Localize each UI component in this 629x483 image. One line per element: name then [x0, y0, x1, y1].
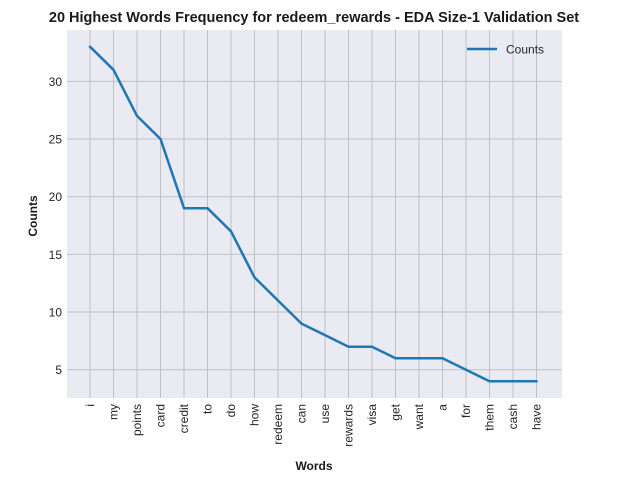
x-tick-label: points: [130, 404, 144, 436]
x-tick-label: how: [248, 404, 262, 426]
chart-title: 20 Highest Words Frequency for redeem_re…: [49, 10, 579, 26]
x-tick-label: want: [412, 403, 426, 430]
x-tick-label: redeem: [271, 404, 285, 445]
x-tick-label: to: [201, 404, 215, 414]
legend-label: Counts: [506, 43, 544, 57]
x-tick-label: can: [295, 404, 309, 423]
x-tick-label: visa: [365, 404, 379, 426]
x-tick-label: i: [83, 404, 97, 407]
y-tick-label: 5: [55, 363, 62, 377]
x-tick-label: have: [530, 404, 544, 430]
x-tick-label: card: [154, 404, 168, 427]
x-tick-label: use: [318, 404, 332, 424]
x-tick-label: them: [483, 404, 497, 431]
x-tick-label: my: [107, 404, 121, 420]
y-tick-label: 10: [49, 306, 63, 320]
series-layer: [88, 45, 538, 383]
x-tick-label: credit: [177, 403, 191, 433]
y-tick-label: 25: [49, 133, 63, 147]
x-tick-label: for: [459, 404, 473, 418]
y-tick-label: 20: [49, 190, 63, 204]
legend: Counts: [467, 43, 544, 57]
x-tick-label: cash: [506, 404, 520, 429]
y-tick-label: 15: [49, 248, 63, 262]
x-tick-label: rewards: [342, 404, 356, 447]
series-line-counts: [88, 45, 538, 383]
y-ticks: 5 10 15 20 25 30: [49, 75, 63, 377]
y-tick-label: 30: [49, 75, 63, 89]
plot-area: [67, 30, 562, 398]
grid: [67, 30, 562, 398]
x-tick-label: do: [224, 404, 238, 418]
x-tick-label: a: [436, 404, 450, 411]
x-axis-label: Words: [295, 459, 332, 473]
x-tick-label: get: [389, 403, 403, 420]
x-ticks: i my points card credit to do how redeem can use re…: [83, 403, 544, 446]
y-axis-label: Counts: [26, 195, 40, 237]
